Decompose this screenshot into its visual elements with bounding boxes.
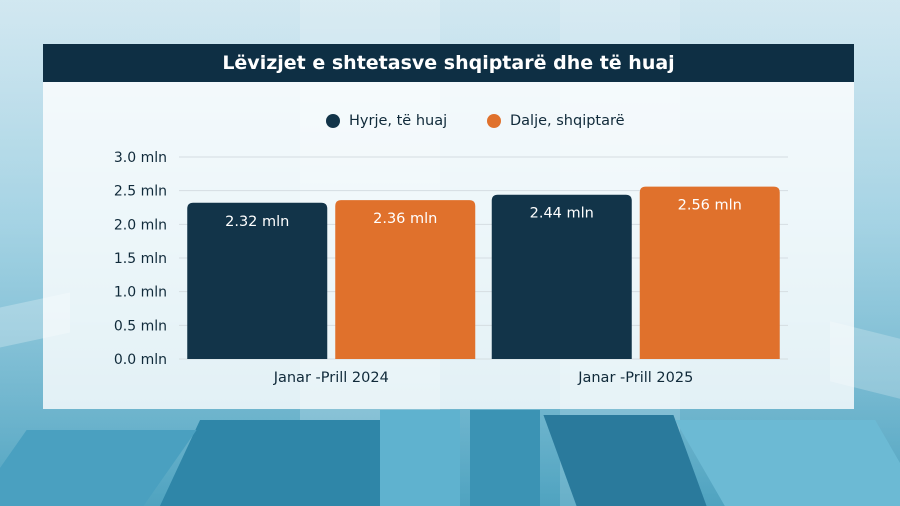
y-tick-label: 2.5 mln	[114, 184, 167, 200]
y-tick-label: 1.5 mln	[114, 251, 167, 267]
data-labels: 2.32 mln 2.36 mln 2.44 mln 2.56 mln	[225, 198, 742, 230]
bar-series-1-cat-1	[187, 202, 328, 359]
legend-label-series-2: Dalje, shqiptarë	[510, 113, 625, 129]
legend-item-series-2: Dalje, shqiptarë	[487, 113, 625, 129]
legend-swatch-series-2	[487, 114, 501, 128]
x-tick-label: Janar -Prill 2025	[577, 370, 693, 386]
bar-series-2-cat-1	[335, 200, 476, 359]
data-label-series-2-cat-2: 2.56 mln	[678, 198, 742, 214]
legend-swatch-series-1	[326, 114, 340, 128]
legend-label-series-1: Hyrje, të huaj	[349, 113, 448, 129]
x-axis-ticks: Janar -Prill 2024 Janar -Prill 2025	[273, 370, 694, 386]
y-axis-ticks: 0.0 mln 0.5 mln 1.0 mln 1.5 mln 2.0 mln 2.5 m…	[114, 150, 167, 368]
x-tick-label: Janar -Prill 2024	[273, 370, 389, 386]
legend-item-series-1: Hyrje, të huaj	[326, 113, 447, 129]
chart-legend: Hyrje, të huaj Dalje, shqiptarë	[0, 113, 900, 139]
y-tick-label: 0.0 mln	[114, 352, 167, 368]
bar-series-2-cat-2	[639, 186, 780, 359]
data-label-series-1-cat-1: 2.32 mln	[225, 214, 289, 230]
chart-title: Lëvizjet e shtetasve shqiptarë dhe të hu…	[43, 44, 854, 82]
bar-series-1-cat-2	[491, 194, 632, 359]
y-tick-label: 2.0 mln	[114, 217, 167, 233]
data-label-series-2-cat-1: 2.36 mln	[373, 211, 437, 227]
y-tick-label: 3.0 mln	[114, 150, 167, 166]
bar-chart: 0.0 mln 0.5 mln 1.0 mln 1.5 mln 2.0 mln 2.5 m…	[114, 150, 788, 386]
bars	[187, 186, 780, 359]
data-label-series-1-cat-2: 2.44 mln	[530, 206, 594, 222]
y-tick-label: 0.5 mln	[114, 318, 167, 334]
y-tick-label: 1.0 mln	[114, 285, 167, 301]
